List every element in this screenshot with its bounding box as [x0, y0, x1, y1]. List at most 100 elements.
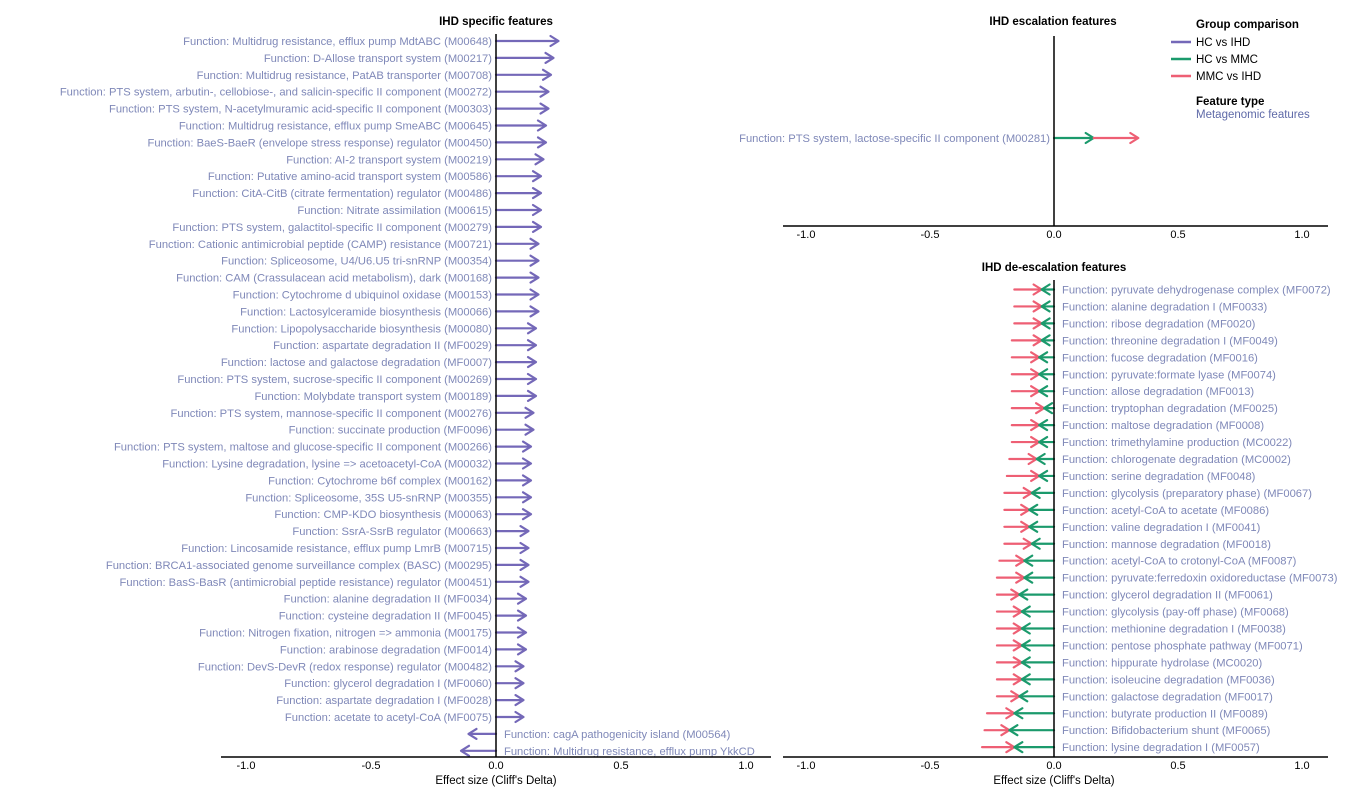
arrow-hc-vs-ihd — [494, 694, 525, 707]
x-tick-label: -0.5 — [921, 760, 940, 772]
arrow-hc-vs-mmc-head — [1023, 571, 1034, 584]
arrow-hc-vs-mmc-head — [1020, 605, 1031, 618]
arrow-hc-vs-ihd — [467, 727, 498, 740]
arrow-hc-vs-ihd-head — [459, 744, 471, 757]
feature-label: Function: PTS system, maltose and glucos… — [114, 442, 492, 454]
arrow-hc-vs-mmc — [1013, 707, 1056, 720]
feature-label: Function: glycerol degradation I (MF0060… — [284, 678, 492, 690]
feature-label: Function: serine degradation (MF0048) — [1062, 471, 1256, 483]
arrow-hc-vs-mmc — [1038, 368, 1056, 381]
legend: Group comparison HC vs IHD HC vs MMC MMC… — [1171, 19, 1310, 121]
arrow-hc-vs-mmc — [1038, 435, 1056, 449]
feature-label: Function: maltose degradation (MF0008) — [1062, 420, 1264, 432]
arrow-mmc-vs-ihd — [1003, 503, 1031, 516]
arrow-hc-vs-mmc — [1038, 469, 1056, 483]
arrow-mmc-vs-ihd — [995, 639, 1023, 652]
arrow-hc-vs-ihd-head — [516, 643, 528, 656]
arrow-hc-vs-mmc-head — [1035, 452, 1046, 466]
arrow-hc-vs-mmc — [1052, 131, 1095, 145]
feature-label: Function: lysine degradation I (MF0057) — [1062, 742, 1260, 754]
arrow-hc-vs-mmc-head — [1040, 300, 1051, 313]
arrow-mmc-vs-ihd — [995, 622, 1023, 635]
arrow-hc-vs-ihd — [494, 440, 533, 453]
arrow-hc-vs-ihd-head — [529, 288, 540, 301]
feature-label: Function: arabinose degradation (MF0014) — [280, 644, 492, 656]
feature-label: Function: succinate production (MF0096) — [289, 425, 493, 437]
arrow-hc-vs-ihd-head — [521, 440, 533, 453]
arrow-hc-vs-ihd-head — [526, 339, 538, 352]
feature-label: Function: pyruvate:ferredoxin oxidoreduc… — [1062, 573, 1338, 585]
panel-ihd-escalation-x-ticks: -1.0 -0.5 0.0 0.5 1.0 — [797, 229, 1310, 241]
arrow-hc-vs-mmc — [1040, 283, 1056, 296]
feature-label: Function: Lactosylceramide biosynthesis … — [240, 306, 492, 318]
panel-ihd-specific-title: IHD specific features — [439, 16, 553, 28]
arrow-hc-vs-mmc — [1030, 537, 1056, 550]
arrow-hc-vs-ihd — [494, 254, 540, 267]
feature-label: Function: CAM (Crassulacean acid metabol… — [176, 273, 492, 285]
arrow-hc-vs-ihd-head — [514, 710, 525, 724]
feature-label: Function: Multidrug resistance, efflux p… — [504, 746, 755, 758]
arrow-hc-vs-ihd — [494, 372, 538, 386]
arrow-mmc-vs-ihd — [1010, 435, 1041, 449]
arrow-hc-vs-ihd-head — [536, 136, 548, 149]
arrow-hc-vs-ihd-head — [514, 677, 525, 690]
arrow-hc-vs-ihd — [494, 170, 543, 183]
arrow-hc-vs-ihd — [494, 609, 528, 622]
arrow-hc-vs-mmc-head — [1030, 537, 1041, 550]
arrow-hc-vs-ihd-head — [519, 525, 530, 538]
feature-label: Function: SsrA-SsrB regulator (M00663) — [292, 526, 492, 538]
feature-label: Function: galactose degradation (MF0017) — [1062, 691, 1273, 703]
arrow-hc-vs-ihd-head — [526, 389, 538, 402]
arrow-hc-vs-ihd — [494, 558, 530, 571]
feature-label: Function: Multidrug resistance, efflux p… — [183, 36, 492, 48]
feature-label: Function: aspartate degradation II (MF00… — [273, 340, 492, 352]
arrow-hc-vs-ihd — [494, 356, 538, 369]
panel-ihd-de-escalation-x-ticks: -1.0 -0.5 0.0 0.5 1.0 — [797, 760, 1310, 772]
arrow-hc-vs-mmc — [1038, 385, 1056, 398]
arrow-hc-vs-ihd — [459, 744, 498, 757]
arrow-hc-vs-ihd — [494, 339, 538, 352]
feature-label: Function: ribose degradation (MF0020) — [1062, 318, 1256, 330]
feature-label: Function: Cytochrome b6f complex (M00162… — [268, 475, 492, 487]
feature-label: Function: DevS-DevR (redox response) reg… — [198, 661, 492, 673]
x-tick-label: 0.0 — [488, 760, 503, 772]
arrow-hc-vs-ihd-head — [519, 558, 530, 571]
arrow-hc-vs-mmc-head — [1030, 486, 1041, 499]
arrow-hc-vs-ihd-head — [544, 51, 555, 64]
feature-label: Function: D-Allose transport system (M00… — [264, 53, 492, 65]
arrow-hc-vs-ihd-head — [521, 491, 533, 504]
panel-ihd-escalation: IHD escalation features Function: PTS sy… — [739, 16, 1328, 241]
arrow-mmc-vs-ihd — [1003, 537, 1033, 550]
feature-label: Function: BaeS-BaeR (envelope stress res… — [147, 137, 492, 149]
arrow-mmc-vs-ihd — [1010, 419, 1041, 432]
arrow-hc-vs-mmc — [1040, 334, 1056, 347]
x-tick-label: 0.5 — [613, 760, 628, 772]
arrow-hc-vs-mmc-head — [1013, 707, 1024, 720]
arrow-mmc-vs-ihd — [1010, 385, 1041, 398]
arrow-hc-vs-ihd-head — [526, 372, 538, 386]
arrow-hc-vs-mmc — [1038, 351, 1056, 364]
arrow-hc-vs-mmc — [1020, 605, 1056, 618]
arrow-hc-vs-mmc-head — [1038, 368, 1049, 381]
arrow-hc-vs-ihd — [494, 660, 525, 673]
feature-label: Function: Putative amino-acid transport … — [208, 171, 492, 183]
arrow-hc-vs-ihd-head — [521, 457, 533, 470]
feature-label: Function: Multidrug resistance, PatAB tr… — [197, 70, 493, 82]
arrow-hc-vs-mmc-head — [1040, 334, 1051, 347]
arrow-hc-vs-mmc — [1008, 724, 1056, 737]
arrow-hc-vs-ihd-head — [539, 85, 550, 98]
arrow-hc-vs-ihd-head — [519, 541, 530, 555]
arrow-hc-vs-mmc — [1042, 402, 1056, 415]
x-tick-label: 1.0 — [1294, 229, 1309, 241]
arrow-hc-vs-ihd-head — [541, 68, 553, 81]
arrow-hc-vs-mmc — [1020, 639, 1056, 652]
arrow-hc-vs-ihd — [494, 68, 553, 81]
arrow-hc-vs-mmc-head — [1020, 639, 1031, 652]
feature-label: Function: fucose degradation (MF0016) — [1062, 352, 1258, 364]
arrow-hc-vs-ihd — [494, 203, 543, 217]
arrow-hc-vs-mmc-head — [1040, 317, 1051, 330]
arrow-hc-vs-ihd-head — [524, 406, 535, 419]
arrow-mmc-vs-ihd — [1005, 469, 1041, 483]
arrow-mmc-vs-ihd — [995, 605, 1023, 618]
arrow-hc-vs-mmc — [1040, 317, 1056, 330]
